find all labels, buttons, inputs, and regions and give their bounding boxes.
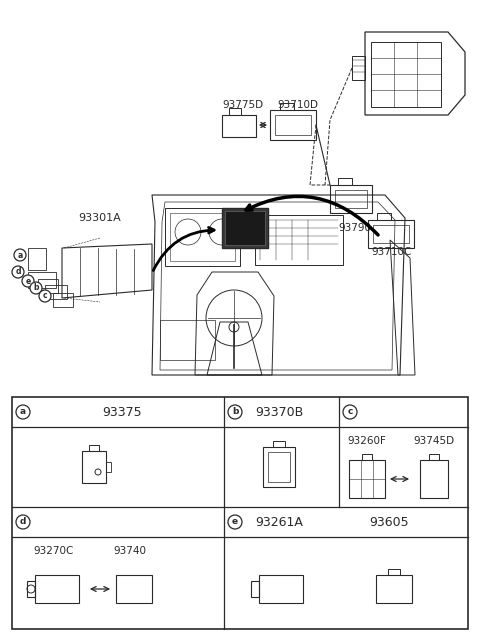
Bar [251, 581, 259, 597]
Bar [170, 213, 235, 261]
Bar [280, 103, 294, 110]
Bar [53, 293, 73, 307]
Bar [420, 460, 448, 498]
Bar [165, 208, 240, 266]
Bar [222, 115, 256, 137]
Bar [255, 215, 343, 265]
Bar [371, 42, 441, 107]
Text: 93745D: 93745D [413, 436, 455, 446]
Bar [106, 462, 111, 472]
Text: 93375: 93375 [102, 406, 142, 419]
Bar [368, 220, 414, 248]
Bar [330, 185, 372, 213]
Bar [35, 575, 79, 603]
Text: 93301A: 93301A [79, 213, 121, 223]
Circle shape [22, 275, 34, 287]
Bar [28, 272, 56, 288]
Bar [429, 454, 439, 460]
Text: 93260F: 93260F [348, 436, 386, 446]
Bar [349, 460, 385, 498]
Circle shape [343, 405, 357, 419]
Bar [273, 441, 285, 447]
Text: b: b [33, 283, 39, 292]
Text: a: a [17, 250, 23, 259]
Text: 93710D: 93710D [277, 100, 319, 110]
Text: d: d [20, 517, 26, 527]
Text: 93710C: 93710C [372, 247, 412, 257]
Circle shape [228, 405, 242, 419]
Circle shape [12, 266, 24, 278]
Bar [160, 320, 215, 360]
Bar [373, 225, 409, 243]
Text: 93261A: 93261A [255, 515, 303, 529]
Text: a: a [20, 408, 26, 417]
Text: 93790: 93790 [338, 223, 372, 233]
Bar [89, 445, 99, 451]
Bar [116, 575, 152, 603]
Bar [377, 213, 391, 220]
Bar [222, 208, 268, 248]
Bar [225, 211, 265, 245]
Text: 93605: 93605 [369, 515, 409, 529]
Bar [38, 279, 58, 293]
Text: 93370B: 93370B [255, 406, 303, 419]
Bar [12, 397, 468, 629]
Bar [259, 575, 303, 603]
Bar [335, 190, 367, 208]
Bar [388, 569, 400, 575]
Bar [45, 285, 67, 299]
Bar [376, 575, 412, 603]
Text: c: c [43, 292, 48, 301]
Circle shape [16, 405, 30, 419]
Bar [362, 454, 372, 460]
Text: 93775D: 93775D [222, 100, 264, 110]
Circle shape [39, 290, 51, 302]
Circle shape [30, 282, 42, 294]
Bar [268, 452, 290, 482]
Text: c: c [348, 408, 353, 417]
Bar [229, 108, 241, 115]
Bar [82, 451, 106, 483]
Bar [275, 115, 311, 135]
Circle shape [14, 249, 26, 261]
Bar [338, 178, 352, 185]
Text: e: e [25, 276, 31, 285]
Bar [270, 110, 316, 140]
Text: d: d [15, 268, 21, 276]
Bar [28, 248, 46, 270]
Text: e: e [232, 517, 238, 527]
Bar [27, 581, 35, 597]
Text: 93270C: 93270C [34, 546, 74, 556]
Text: b: b [232, 408, 238, 417]
Bar [263, 447, 295, 487]
Text: 93740: 93740 [113, 546, 146, 556]
Bar [352, 56, 365, 80]
Circle shape [16, 515, 30, 529]
Circle shape [228, 515, 242, 529]
